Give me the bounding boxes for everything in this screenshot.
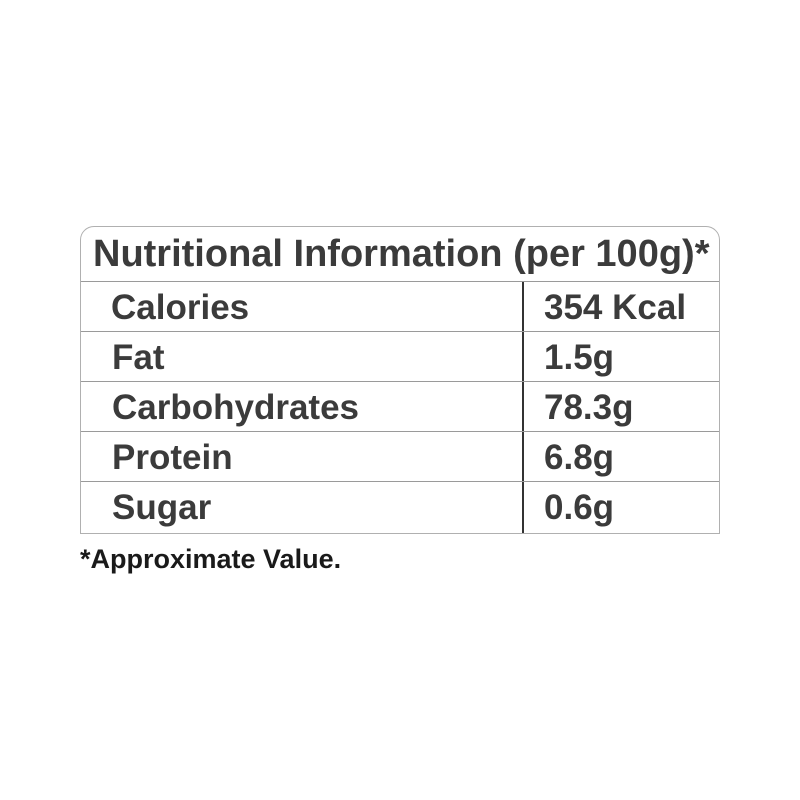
svg-text:Sugar: Sugar [112,488,212,527]
svg-text:6.8g: 6.8g [544,438,614,477]
svg-text:Calories: Calories [111,288,249,327]
svg-text:Nutritional Information (per 1: Nutritional Information (per 100g)* [93,233,710,275]
svg-text:1.5g: 1.5g [544,338,614,377]
svg-text:Fat: Fat [112,338,165,377]
svg-text:Carbohydrates: Carbohydrates [112,388,359,427]
svg-text:354 Kcal: 354 Kcal [544,288,686,327]
svg-text:*Approximate Value.: *Approximate Value. [80,544,341,574]
svg-text:Protein: Protein [112,438,233,477]
svg-text:78.3g: 78.3g [544,388,634,427]
svg-text:0.6g: 0.6g [544,488,614,527]
